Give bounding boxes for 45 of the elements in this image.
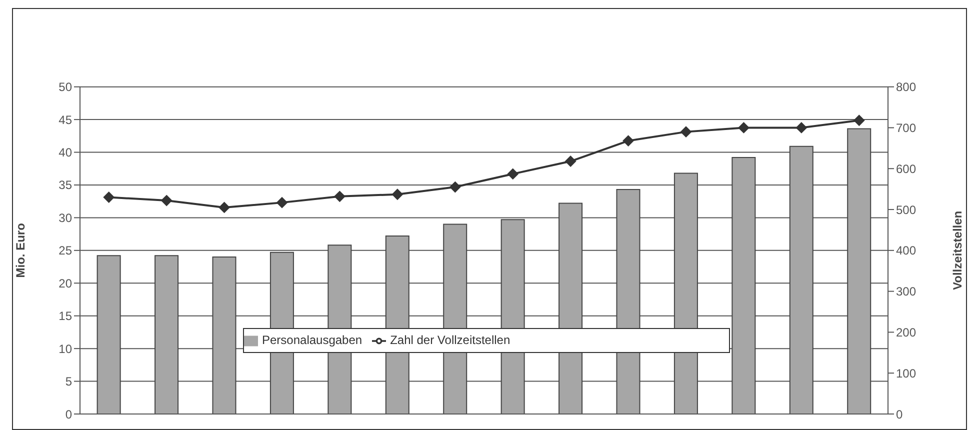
point — [622, 135, 634, 146]
bar — [674, 172, 698, 414]
y2-tick-label: 100 — [896, 366, 916, 380]
point — [276, 197, 288, 208]
legend-label: Zahl der Vollzeitstellen — [390, 333, 510, 347]
y-tick-label: 30 — [58, 210, 72, 225]
y-tick-label: 45 — [58, 112, 72, 127]
point — [392, 188, 403, 200]
bar — [789, 146, 814, 414]
bar — [96, 255, 121, 414]
y-tick-label: 35 — [58, 178, 72, 192]
y2-tick-label: 700 — [896, 120, 916, 135]
bar — [732, 156, 756, 414]
bar — [847, 128, 872, 414]
point — [738, 122, 750, 134]
bar — [212, 256, 236, 414]
y2-tick-label: 300 — [896, 284, 916, 299]
y2-tick-label: 400 — [896, 244, 916, 258]
point — [103, 192, 114, 203]
point — [161, 195, 172, 206]
point — [218, 202, 230, 213]
y2-tick-label: 600 — [896, 162, 916, 176]
y2-axis-title: Vollzeitstellen — [950, 210, 964, 290]
point — [450, 182, 461, 193]
point — [507, 168, 518, 180]
y2-tick-label: 500 — [896, 202, 916, 217]
y2-tick-label: 800 — [896, 80, 916, 94]
y-tick-label: 5 — [65, 374, 72, 389]
point — [680, 126, 692, 138]
point — [565, 156, 576, 167]
y-tick-label: 0 — [65, 407, 72, 422]
y-tick-label: 50 — [58, 80, 72, 94]
y-tick-label: 20 — [58, 276, 72, 290]
bar — [154, 255, 179, 414]
y2-tick-label: 0 — [896, 407, 903, 422]
y-tick-label: 10 — [58, 342, 72, 356]
y2-tick-label: 200 — [896, 325, 916, 340]
legend-label: Personalausgaben — [262, 333, 362, 347]
y-axis-title: Mio. Euro — [13, 223, 28, 278]
y-tick-label: 15 — [58, 309, 72, 324]
point — [796, 122, 807, 134]
point — [334, 190, 346, 202]
y-tick-label: 40 — [58, 146, 72, 160]
point — [854, 114, 865, 126]
y-tick-label: 25 — [58, 244, 72, 258]
